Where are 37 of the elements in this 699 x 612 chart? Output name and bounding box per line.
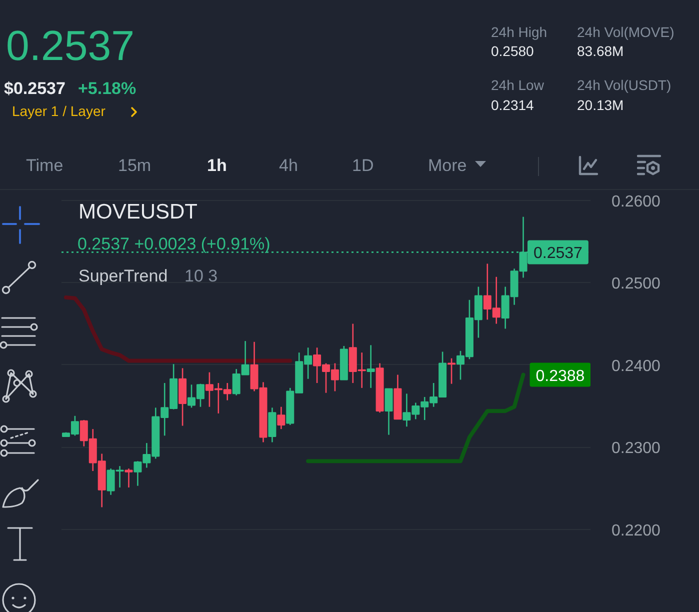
line-series — [306, 372, 526, 464]
text: More — [428, 156, 467, 175]
text: 24h Low — [491, 77, 544, 93]
text: 1D — [352, 156, 374, 175]
text: $0.2537 — [4, 79, 66, 98]
candlestick — [366, 344, 375, 389]
text: Layer 1 / Layer — [12, 103, 106, 119]
candlestick — [448, 358, 456, 384]
text: 1h — [207, 156, 227, 175]
annotation: 10 3 — [184, 266, 218, 286]
y-tick-label: 0.2500 — [612, 276, 661, 293]
text: 24h High — [491, 24, 548, 40]
candlestick — [268, 407, 276, 443]
text: 0.2537 — [6, 22, 134, 69]
text: 0.2314 — [491, 97, 534, 113]
text: 20.13M — [577, 97, 624, 113]
text: +5.18% — [78, 79, 136, 98]
text: 0.2537 +0.0023 (+0.91%) — [78, 234, 270, 254]
y-tick-label: 0.2300 — [612, 440, 661, 458]
line-series — [64, 295, 292, 363]
text: 0.2580 — [491, 43, 534, 59]
y-tick-label: 0.2200 — [612, 522, 661, 540]
text: 4h — [279, 156, 298, 175]
data-label: 0.2388 — [536, 368, 585, 385]
annotation: SuperTrend — [78, 266, 168, 286]
text: 24h Vol(USDT) — [577, 77, 672, 93]
text: 83.68M — [577, 43, 624, 59]
candlestick — [277, 406, 286, 430]
y-tick-label: 0.2600 — [612, 193, 661, 210]
text: MOVEUSDT — [78, 200, 198, 224]
text: 15m — [118, 156, 152, 175]
candlestick — [384, 388, 393, 436]
y-tick-label: 0.2400 — [612, 358, 661, 375]
text: Time — [26, 156, 64, 175]
candlestick — [124, 468, 133, 488]
ref-line-label: 0.2537 — [534, 245, 583, 262]
text: 24h Vol(MOVE) — [577, 24, 674, 40]
